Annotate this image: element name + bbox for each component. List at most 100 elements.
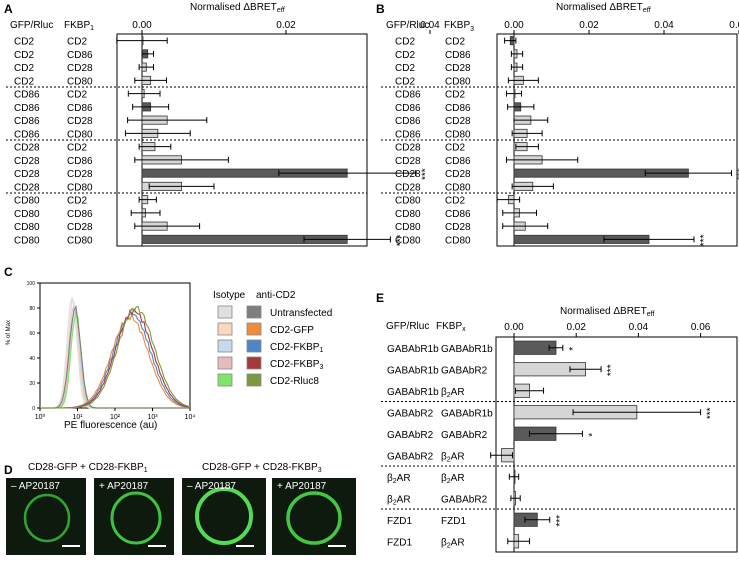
- x-tick-label: 0.06: [729, 20, 739, 31]
- row-label-gfp: CD28: [14, 182, 40, 193]
- row-label-fkbp: β2AR: [441, 387, 465, 399]
- row-label-gfp: CD2: [14, 76, 34, 87]
- cell-outline: [23, 493, 71, 543]
- scale-bar: [62, 545, 80, 547]
- row-label-fkbp: GABAbR2: [441, 430, 488, 441]
- row-label-fkbp: β2AR: [441, 473, 465, 485]
- legend-swatch-isotype: [217, 322, 233, 336]
- chart-panel-a: 0.00 0.02 0.04 CD2 CD2 CD2 CD86 CD2 CD28 CD2 CD80 C…: [6, 20, 440, 247]
- row-label-gfp: CD2: [395, 50, 415, 61]
- row-label-fkbp: CD86: [445, 50, 471, 61]
- row-label-gfp: FZD1: [387, 537, 412, 548]
- row-label-gfp: CD2: [14, 37, 34, 48]
- row-label-fkbp: CD28: [67, 116, 93, 127]
- row-label-gfp: GABAbR1b: [387, 344, 439, 355]
- panel-b-col2-header: FKBP3: [444, 20, 474, 33]
- cell-outline: [110, 491, 162, 545]
- row-label-fkbp: CD2: [445, 143, 465, 154]
- row-label-fkbp: CD28: [67, 63, 93, 74]
- row-label-gfp: GABAbR2: [387, 408, 434, 419]
- legend-label: CD2-GFP: [270, 325, 314, 336]
- x-tick-label: 10⁴: [185, 414, 196, 421]
- legend-header-anti-cd2: anti-CD2: [256, 290, 296, 301]
- panel-a-col2-header: FKBP1: [64, 20, 94, 32]
- x-tick-label: 0.04: [420, 20, 440, 31]
- panel-letter-b: B: [376, 2, 385, 16]
- legend-swatch-isotype: [217, 339, 233, 353]
- legend-label: CD2-Rluc8: [270, 376, 319, 387]
- legend-swatch-isotype: [217, 373, 233, 387]
- row-label-gfp: CD2: [395, 63, 415, 74]
- row-label-gfp: CD80: [395, 209, 421, 220]
- row-label-gfp: CD86: [14, 129, 40, 140]
- panel-e-col2-header: FKBPx: [436, 321, 466, 333]
- significance-marker: *: [587, 433, 598, 437]
- significance-marker: ***: [395, 234, 406, 246]
- row-label-fkbp: CD2: [445, 196, 465, 207]
- micrograph-2: + AP20187: [94, 478, 174, 555]
- flow-legend: Untransfected CD2-GFP CD2-FKBP1 CD2-FKBP3 CD…: [217, 305, 332, 387]
- y-tick-label: 0: [32, 406, 35, 412]
- row-label-gfp: CD28: [14, 169, 40, 180]
- y-tick-label: 100: [27, 281, 36, 287]
- x-tick-label: 10¹: [72, 414, 83, 421]
- panel-e-axis-title: Normalised ΔBRETeff: [560, 306, 654, 318]
- scale-bar: [148, 545, 166, 547]
- cell-outline: [195, 487, 253, 545]
- legend-label: CD2-FKBP1: [270, 342, 323, 354]
- row-label-gfp: GABAbR2: [387, 430, 434, 441]
- flow-axis-ticks: 0 20 40 60 80 100 10⁰ 10¹ 10² 10³ 10⁴: [27, 281, 196, 421]
- row-label-gfp: FZD1: [387, 516, 412, 527]
- significance-marker: ***: [421, 168, 432, 180]
- row-label-gfp: CD28: [395, 156, 421, 167]
- row-label-gfp: CD86: [395, 90, 421, 101]
- row-label-fkbp: CD28: [445, 63, 471, 74]
- y-tick-label: 80: [29, 306, 35, 312]
- legend-swatch-isotype: [217, 356, 233, 370]
- micro-label-1: – AP20187: [11, 481, 60, 492]
- row-label-fkbp: CD28: [67, 222, 93, 233]
- row-label-gfp: CD80: [14, 196, 40, 207]
- legend-swatch-isotype: [217, 305, 233, 319]
- legend-label: CD2-FKBP3: [270, 359, 323, 371]
- legend-swatch-anti-cd2: [246, 373, 262, 387]
- significance-marker: ***: [606, 364, 617, 376]
- micrograph-1: – AP20187: [6, 478, 86, 555]
- row-label-gfp: CD28: [14, 156, 40, 167]
- row-label-fkbp: CD86: [67, 156, 93, 167]
- row-label-fkbp: CD2: [67, 143, 87, 154]
- row-label-gfp: CD86: [395, 129, 421, 140]
- x-tick-label: 0.02: [566, 322, 586, 333]
- chart-panel-b: 0.00 0.02 0.04 0.06 CD2 CD2 CD2 CD86 CD2 CD28 CD2 C…: [381, 20, 739, 247]
- row-label-fkbp: CD28: [445, 116, 471, 127]
- micro-label-4: + AP20187: [277, 481, 327, 492]
- flow-histograms: [40, 296, 191, 409]
- micro-title-left: CD28-GFP + CD28-FKBP1: [28, 462, 148, 474]
- row-label-gfp: GABAbR2: [387, 451, 434, 462]
- panel-e-col1-header: GFP/Rluc: [386, 321, 429, 332]
- row-label-fkbp: CD80: [445, 182, 471, 193]
- row-label-gfp: CD86: [395, 116, 421, 127]
- row-label-gfp: β2AR: [387, 473, 411, 485]
- row-label-gfp: CD80: [395, 196, 421, 207]
- row-label-gfp: CD2: [14, 50, 34, 61]
- significance-marker: ***: [706, 407, 717, 419]
- legend-swatch-anti-cd2: [246, 339, 262, 353]
- row-label-gfp: CD2: [395, 37, 415, 48]
- plot-frame: [495, 336, 738, 553]
- row-label-gfp: CD80: [395, 222, 421, 233]
- row-label-fkbp: CD86: [445, 103, 471, 114]
- y-tick-label: 40: [29, 356, 35, 362]
- row-label-fkbp: GABAbR1b: [441, 344, 493, 355]
- scale-bar: [236, 545, 254, 547]
- x-tick-label: 10³: [147, 414, 158, 421]
- row-label-fkbp: CD80: [67, 182, 93, 193]
- row-label-fkbp: CD86: [67, 209, 93, 220]
- legend-swatch-anti-cd2: [246, 322, 262, 336]
- row-label-fkbp: CD2: [67, 90, 87, 101]
- micro-label-3: – AP20187: [187, 481, 236, 492]
- micro-title-right: CD28-GFP + CD28-FKBP3: [202, 462, 322, 474]
- significance-marker: *: [568, 347, 579, 351]
